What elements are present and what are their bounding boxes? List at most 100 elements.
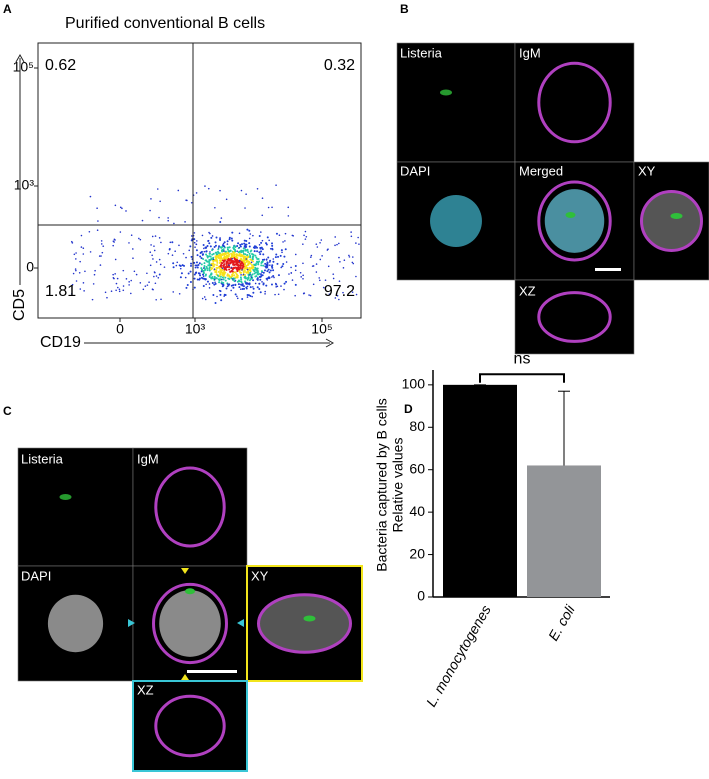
dot <box>231 239 234 242</box>
dot <box>212 252 215 255</box>
dot <box>220 262 223 265</box>
dot <box>302 274 304 277</box>
dot <box>75 252 77 254</box>
dot <box>244 247 246 249</box>
dot <box>283 255 286 258</box>
dot <box>357 236 359 239</box>
dot <box>248 282 251 285</box>
dot <box>265 243 268 246</box>
dot <box>228 236 231 239</box>
dot <box>163 266 166 268</box>
dot <box>114 273 116 275</box>
dot <box>159 263 162 266</box>
dot <box>252 291 255 294</box>
dot <box>205 283 207 286</box>
dot <box>312 283 315 286</box>
dot <box>262 283 265 286</box>
dot <box>265 242 268 245</box>
arrowhead <box>325 338 335 348</box>
dot <box>280 266 283 269</box>
dot <box>202 273 205 276</box>
dot <box>71 283 74 286</box>
dot <box>241 287 244 290</box>
dot <box>284 240 286 242</box>
dot <box>196 254 199 257</box>
dot <box>110 290 113 292</box>
dot <box>222 278 225 281</box>
dot <box>351 291 354 293</box>
dot <box>244 280 247 283</box>
quadrant-value: 0.62 <box>45 57 76 74</box>
dot <box>188 249 191 252</box>
dot <box>96 229 99 232</box>
dot <box>238 260 241 262</box>
dot <box>203 269 206 272</box>
dot <box>248 245 251 248</box>
dot <box>246 249 249 252</box>
dot <box>247 270 250 273</box>
dot <box>309 256 312 258</box>
dot <box>153 249 156 252</box>
dot <box>235 276 238 279</box>
dot <box>272 269 275 272</box>
tile-label: XZ <box>137 682 154 697</box>
dot <box>99 264 102 266</box>
dot <box>202 267 205 269</box>
nucleus <box>47 594 104 653</box>
dot <box>261 197 264 200</box>
dot <box>179 264 182 267</box>
dot <box>89 251 92 253</box>
dot <box>112 244 114 247</box>
dot <box>236 270 239 273</box>
dot <box>260 261 263 264</box>
nucleus <box>430 195 482 247</box>
dot <box>266 236 269 239</box>
dot <box>190 255 193 258</box>
dot <box>232 260 235 263</box>
dot <box>266 266 269 269</box>
dot <box>256 260 259 263</box>
dot <box>261 274 264 277</box>
dot <box>222 253 225 256</box>
image-tile <box>514 42 635 163</box>
image-tile <box>396 42 516 163</box>
signal <box>565 212 576 218</box>
signal <box>303 615 316 622</box>
dot <box>237 268 240 271</box>
dot <box>256 273 259 276</box>
dot <box>200 250 203 253</box>
dot <box>215 255 218 258</box>
dot <box>228 246 231 249</box>
dot <box>318 277 321 279</box>
plot-title: Purified conventional B cells <box>65 15 265 32</box>
dot <box>152 258 154 260</box>
dot <box>208 283 211 285</box>
dot <box>254 266 257 269</box>
dot <box>214 277 217 280</box>
dot <box>226 243 229 245</box>
dot <box>189 270 192 273</box>
annotation: ns <box>514 351 531 368</box>
scale-bar <box>595 268 621 271</box>
dot <box>260 270 263 273</box>
dot <box>260 264 263 267</box>
dot <box>214 281 216 284</box>
quadrant-value: 1.81 <box>45 283 76 300</box>
dot <box>244 243 247 246</box>
dot <box>130 279 132 282</box>
dot <box>236 250 238 252</box>
dot <box>208 287 211 289</box>
dot <box>125 278 128 280</box>
dot <box>231 231 234 234</box>
dot <box>97 220 99 222</box>
dot <box>250 249 253 252</box>
dot <box>276 262 279 265</box>
dot <box>78 271 81 274</box>
dot <box>241 298 244 301</box>
marker <box>237 619 244 627</box>
dot <box>149 251 152 254</box>
dot <box>201 253 204 256</box>
dot <box>268 271 271 274</box>
dot <box>242 273 245 276</box>
dot <box>243 242 246 245</box>
